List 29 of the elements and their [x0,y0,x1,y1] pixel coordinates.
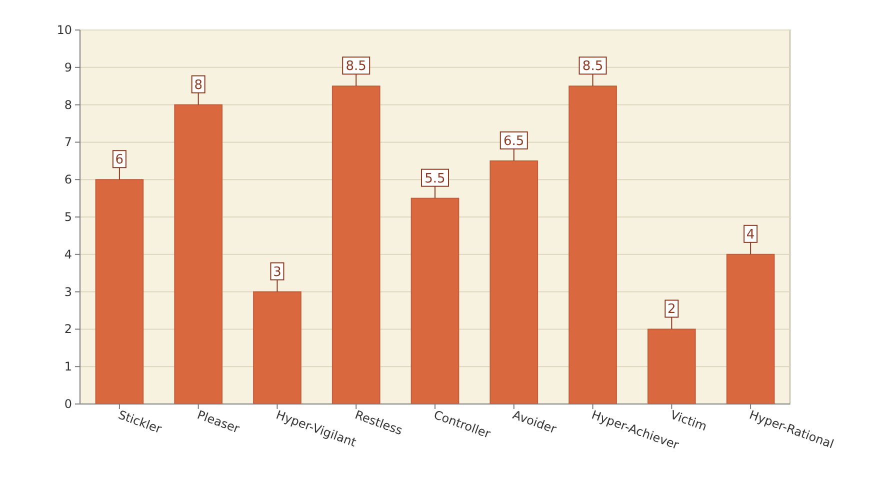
y-tick-label: 9 [64,60,72,74]
bar [726,254,775,404]
y-tick-label: 3 [64,284,72,299]
bar [95,179,144,404]
data-label: 6 [115,152,124,168]
y-tick-label: 10 [56,23,72,37]
y-tick-label: 5 [64,210,72,224]
bar [490,160,538,404]
bar [174,104,222,404]
y-tick-label: 0 [64,397,72,411]
bar [648,328,696,404]
y-tick-label: 4 [64,247,72,262]
bar [410,198,460,404]
y-tick-label: 2 [64,322,72,336]
data-label: 4 [746,227,755,242]
data-label: 8 [194,78,202,93]
data-label: 3 [273,264,282,280]
data-label: 6.5 [504,134,524,149]
bar [253,291,302,404]
y-tick-label: 1 [64,360,72,374]
y-tick-label: 6 [64,172,72,187]
bar [332,86,380,404]
data-label: 8.5 [346,59,366,74]
data-label: 8.5 [582,59,604,74]
y-tick-label: 7 [64,135,72,150]
y-tick-label: 8 [64,98,72,112]
data-label: 2 [668,302,676,318]
bar [568,86,617,404]
data-label: 5.5 [424,171,446,186]
